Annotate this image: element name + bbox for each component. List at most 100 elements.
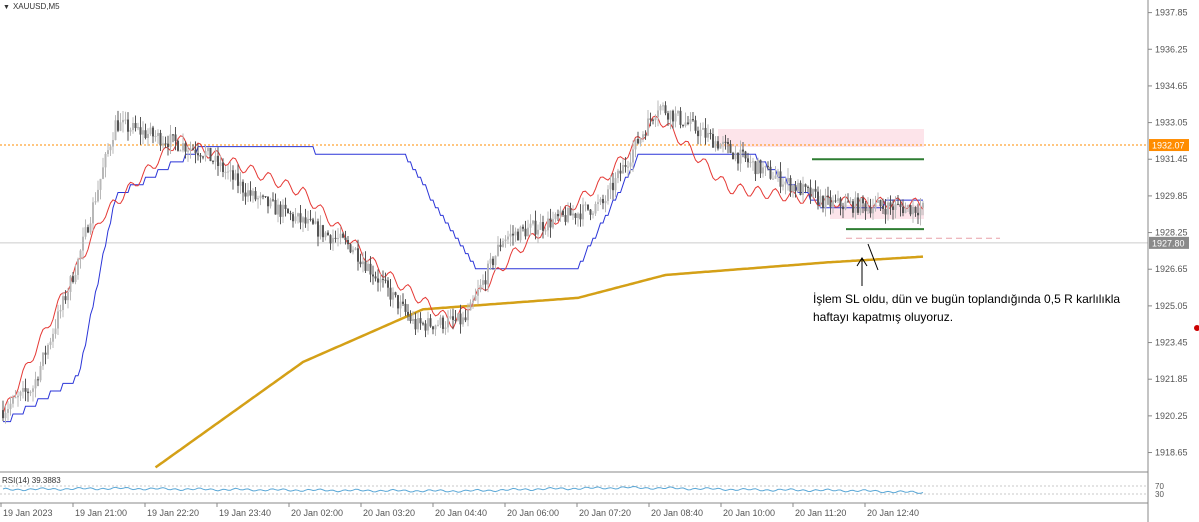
candle-body [234, 173, 237, 180]
candle-body [112, 140, 114, 147]
candle-body [322, 225, 324, 238]
candle-body [437, 324, 439, 326]
candle-body [569, 207, 572, 216]
candle-body [119, 122, 122, 131]
candle-body [892, 206, 894, 210]
candle-body [472, 300, 474, 303]
candle-body [837, 198, 839, 202]
candle-body [202, 156, 204, 158]
candle-body [922, 202, 924, 208]
candle-body [817, 191, 819, 205]
candle-body [597, 202, 599, 205]
candle-body [564, 215, 567, 222]
candle-body [759, 159, 762, 174]
candle-body [94, 201, 97, 203]
candle-body [904, 207, 907, 214]
candle-body [534, 220, 537, 235]
candle-body [249, 190, 252, 196]
candle-body [77, 259, 79, 275]
candle-body [542, 222, 544, 231]
candle-body [302, 217, 304, 223]
candle-body [867, 207, 869, 212]
price-tick-label: 1929.85 [1155, 191, 1188, 201]
candle-body [659, 106, 662, 111]
candle-body [377, 278, 379, 283]
candle-body [644, 134, 647, 136]
candle-body [859, 198, 862, 213]
candle-body [99, 178, 102, 190]
candle-body [32, 388, 34, 392]
candle-body [194, 149, 197, 154]
candle-body [107, 150, 109, 154]
candle-body [624, 165, 627, 167]
candle-body [209, 147, 212, 162]
drawn-levels[interactable] [812, 158, 1000, 286]
candle-body [577, 213, 579, 219]
candle-body [477, 289, 479, 296]
candle-body [692, 119, 694, 121]
candle-body [277, 204, 279, 215]
candle-body [527, 227, 529, 237]
candle-body [82, 236, 84, 251]
time-tick-label: 20 Jan 12:40 [867, 508, 919, 518]
candle-body [177, 140, 179, 151]
candle-body [749, 161, 752, 163]
candle-body [409, 315, 412, 321]
candle-body [902, 206, 904, 214]
candle-body [457, 313, 459, 321]
current-price-badge: 1927.80 [1152, 238, 1185, 248]
candle-body [842, 206, 844, 210]
candle-body [264, 196, 267, 198]
comment-line-1: İşlem SL oldu, dün ve bugün toplandığınd… [813, 292, 1121, 306]
candle-body [294, 216, 297, 222]
price-axis[interactable]: 1937.85 1936.25 1934.65 1933.05 1931.45 1929.… [1148, 8, 1199, 458]
time-tick-label: 20 Jan 10:00 [723, 508, 775, 518]
candle-body [814, 188, 817, 192]
price-tick-label: 1936.25 [1155, 44, 1188, 54]
candle-body [519, 226, 522, 241]
candle-body [804, 184, 807, 187]
candle-body [469, 302, 472, 311]
candle-body [344, 237, 347, 241]
candle-body [642, 134, 644, 139]
candle-body [252, 191, 254, 196]
candle-body [164, 143, 167, 145]
candle-body [402, 301, 404, 304]
candle-body [357, 248, 359, 262]
candle-body [787, 178, 789, 182]
time-tick-label: 20 Jan 03:20 [363, 508, 415, 518]
candle-body [132, 123, 134, 131]
candle-body [587, 204, 589, 210]
candle-body [634, 139, 637, 150]
candle-body [22, 388, 24, 392]
candle-body [772, 178, 774, 180]
chevron-down-icon[interactable]: ▼ [3, 4, 10, 11]
candlesticks [2, 100, 924, 424]
candle-body [894, 203, 897, 210]
candle-body [284, 204, 287, 209]
candle-body [337, 238, 339, 240]
candle-body [387, 280, 389, 288]
candle-body [142, 130, 144, 135]
candle-body [649, 118, 652, 120]
candle-body [382, 278, 384, 280]
time-axis[interactable]: 19 Jan 2023 19 Jan 21:00 19 Jan 22:20 19 Ja… [0, 503, 919, 518]
candle-body [594, 204, 597, 214]
candle-body [914, 206, 917, 213]
candle-body [314, 221, 317, 224]
candle-body [769, 166, 772, 179]
candle-body [582, 204, 584, 220]
candle-body [709, 132, 712, 135]
candle-body [504, 239, 507, 242]
symbol-title[interactable]: ▼ XAUUSD,M5 [3, 2, 60, 11]
candle-body [514, 231, 517, 236]
candle-body [452, 316, 454, 320]
candle-body [214, 155, 217, 162]
candle-body [204, 151, 207, 157]
candle-body [117, 120, 119, 131]
candle-body [612, 182, 614, 191]
candle-body [792, 185, 794, 192]
candle-body [184, 143, 187, 152]
candle-body [399, 301, 402, 309]
